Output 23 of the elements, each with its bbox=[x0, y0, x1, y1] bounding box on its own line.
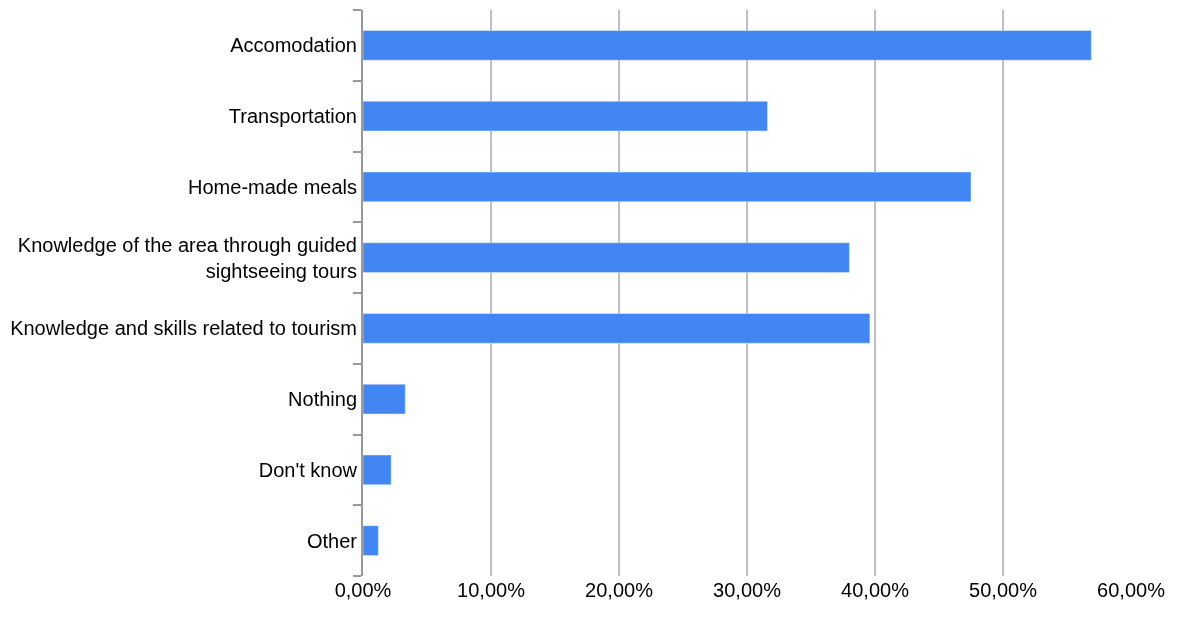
x-tick-label: 40,00% bbox=[841, 579, 910, 601]
bar bbox=[363, 313, 871, 344]
y-tick-label: Home-made meals bbox=[188, 175, 357, 198]
y-tick-label: Don't know bbox=[258, 458, 358, 481]
bar bbox=[363, 525, 379, 556]
x-tick-label: 50,00% bbox=[969, 579, 1038, 601]
bar bbox=[363, 101, 768, 132]
bar bbox=[363, 242, 850, 273]
y-tick-label: Transportation bbox=[228, 105, 357, 128]
y-tick-label: Knowledge of the area through guided sightseeing tours bbox=[17, 233, 357, 282]
x-tick-label: 0,00% bbox=[334, 579, 392, 601]
y-tick-label: Knowledge and skills related to tourism bbox=[10, 317, 357, 340]
x-tick-label: 60,00% bbox=[1097, 579, 1166, 601]
bar bbox=[363, 171, 972, 202]
x-tick-label: 10,00% bbox=[457, 579, 526, 601]
y-tick-label: Nothing bbox=[288, 388, 357, 411]
x-tick-label: 30,00% bbox=[713, 579, 782, 601]
x-tick-label: 20,00% bbox=[585, 579, 654, 601]
y-tick-label: Other bbox=[306, 529, 358, 552]
bar bbox=[363, 384, 406, 415]
y-tick-label: Accomodation bbox=[230, 34, 357, 57]
bar bbox=[363, 30, 1092, 61]
bar bbox=[363, 454, 392, 485]
